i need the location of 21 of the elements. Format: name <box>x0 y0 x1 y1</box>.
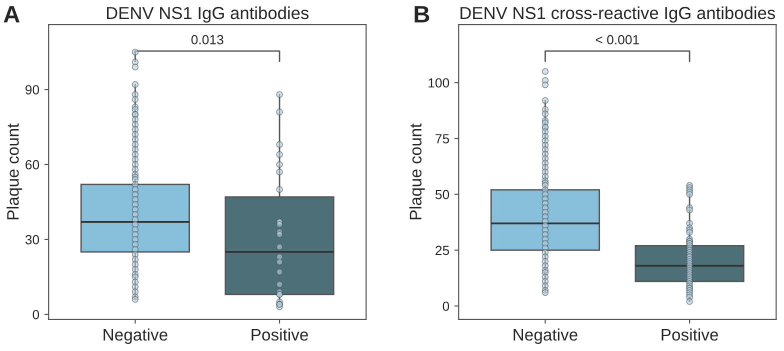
y-tick-label: 50 <box>435 190 450 200</box>
y-axis-title: Plaque count <box>409 123 425 220</box>
y-tick-label: 60 <box>26 160 40 170</box>
text: B <box>414 6 430 22</box>
y-tick-label: 0 <box>442 302 450 311</box>
y-tick-label: 75 <box>436 134 450 144</box>
y-axis-title: Plaque count <box>6 123 22 220</box>
chart-title: DENV NS1 cross-reactive IgG antibodies <box>460 6 776 23</box>
y-tick-label: 30 <box>25 235 40 244</box>
annotation: 0.013 <box>191 35 224 44</box>
annotation: < 0.001 <box>596 35 639 44</box>
x-tick-label: Negative <box>104 328 168 344</box>
chart-title: DENV NS1 IgG antibodies <box>106 6 309 23</box>
x-tick-label: Positive <box>252 328 308 341</box>
y-tick-label: 25 <box>436 246 450 256</box>
text: A <box>4 6 20 22</box>
x-tick-label: Negative <box>514 328 578 344</box>
x-tick-label: Positive <box>662 328 718 341</box>
y-tick-label: 90 <box>26 85 40 94</box>
y-tick-label: 0 <box>32 310 40 320</box>
y-tick-label: 100 <box>428 78 450 88</box>
